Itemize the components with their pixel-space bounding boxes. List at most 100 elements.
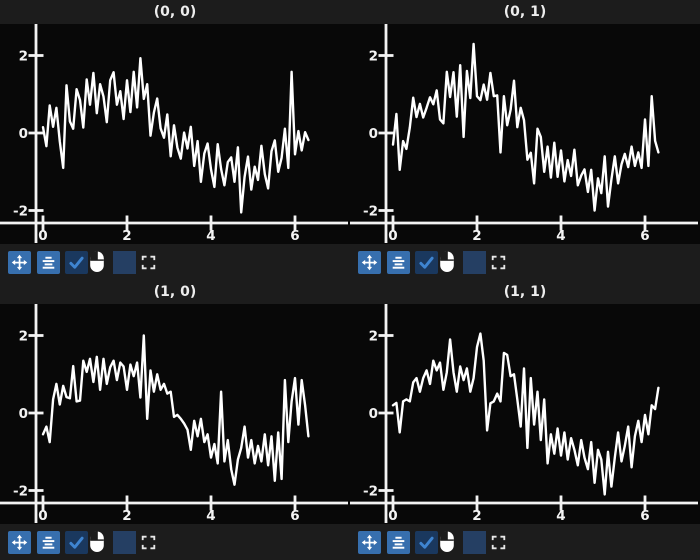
data-series-line: [41, 57, 310, 214]
line-plot[interactable]: 0 2 4 6 -2 0 2: [0, 304, 350, 524]
plot-toolbar: [0, 244, 350, 280]
checkmark-icon: [417, 253, 436, 272]
checkmark-icon: [67, 253, 86, 272]
subplot-title-bar: (1, 1): [350, 280, 700, 304]
mouse-icon: [88, 250, 106, 274]
checkbox-checked[interactable]: [65, 530, 88, 554]
checkmark-icon: [67, 533, 86, 552]
x-tick-label: 6: [640, 228, 649, 244]
y-tick-label: 0: [369, 126, 378, 142]
expand-button[interactable]: [140, 534, 157, 551]
move-arrows-icon: [11, 534, 28, 551]
y-tick-label: 2: [369, 328, 378, 344]
y-tick-label: 2: [19, 48, 28, 64]
x-tick-label: 0: [388, 508, 397, 524]
subplot-title-bar: (0, 0): [0, 0, 350, 24]
align-center-icon: [40, 254, 57, 271]
x-tick-label: 0: [388, 228, 397, 244]
plot-canvas[interactable]: 0 2 4 6 -2 0 2: [0, 304, 350, 524]
mouse-icon: [88, 530, 106, 554]
y-tick-label: 2: [369, 48, 378, 64]
y-tick-label: -2: [13, 483, 28, 499]
line-plot[interactable]: 0 2 4 6 -2 0 2: [0, 24, 350, 244]
subplot-cell-10: (1, 0) 0 2 4 6 -2 0 2: [0, 280, 350, 560]
mouse-icon: [438, 250, 456, 274]
x-tick-label: 4: [556, 508, 565, 524]
data-series-line: [391, 332, 660, 496]
subplot-title: (0, 0): [153, 4, 197, 20]
align-center-button[interactable]: [387, 250, 410, 274]
subplot-title-bar: (0, 1): [350, 0, 700, 24]
align-center-icon: [40, 534, 57, 551]
mouse-button[interactable]: [88, 250, 106, 274]
x-tick-label: 4: [206, 508, 215, 524]
y-tick-label: -2: [13, 203, 28, 219]
move-arrows-icon: [361, 534, 378, 551]
x-tick-label: 2: [122, 508, 131, 524]
line-plot[interactable]: 0 2 4 6 -2 0 2: [350, 24, 700, 244]
plot-canvas[interactable]: 0 2 4 6 -2 0 2: [350, 304, 700, 524]
expand-button[interactable]: [490, 254, 507, 271]
color-swatch-button[interactable]: [463, 250, 486, 274]
x-tick-label: 2: [472, 508, 481, 524]
align-center-icon: [390, 254, 407, 271]
expand-button[interactable]: [140, 254, 157, 271]
align-center-button[interactable]: [387, 530, 410, 554]
x-tick-label: 2: [472, 228, 481, 244]
plot-canvas[interactable]: 0 2 4 6 -2 0 2: [350, 24, 700, 244]
x-tick-label: 4: [556, 228, 565, 244]
line-plot[interactable]: 0 2 4 6 -2 0 2: [350, 304, 700, 524]
mouse-button[interactable]: [88, 530, 106, 554]
x-tick-label: 0: [38, 508, 47, 524]
subplot-title: (0, 1): [503, 4, 547, 20]
subplot-cell-11: (1, 1) 0 2 4 6 -2 0 2: [350, 280, 700, 560]
move-arrows-icon: [361, 254, 378, 271]
mouse-icon: [438, 530, 456, 554]
align-center-icon: [390, 534, 407, 551]
color-swatch-button[interactable]: [113, 530, 136, 554]
move-arrows-icon: [11, 254, 28, 271]
plot-toolbar: [350, 244, 700, 280]
plot-toolbar: [350, 524, 700, 560]
pan-button[interactable]: [8, 530, 31, 554]
pan-button[interactable]: [8, 250, 31, 274]
x-tick-label: 6: [290, 228, 299, 244]
y-tick-label: -2: [363, 483, 378, 499]
subplot-title: (1, 1): [503, 284, 547, 300]
checkbox-checked[interactable]: [415, 530, 438, 554]
align-center-button[interactable]: [37, 530, 60, 554]
x-tick-label: 4: [206, 228, 215, 244]
x-tick-label: 0: [38, 228, 47, 244]
plot-canvas[interactable]: 0 2 4 6 -2 0 2: [0, 24, 350, 244]
expand-corners-icon: [490, 254, 507, 271]
y-tick-label: 0: [19, 126, 28, 142]
y-tick-label: 0: [369, 406, 378, 422]
plot-toolbar: [0, 524, 350, 560]
color-swatch-button[interactable]: [113, 250, 136, 274]
align-center-button[interactable]: [37, 250, 60, 274]
pan-button[interactable]: [358, 530, 381, 554]
expand-button[interactable]: [490, 534, 507, 551]
x-tick-label: 6: [290, 508, 299, 524]
y-tick-label: 0: [19, 406, 28, 422]
checkbox-checked[interactable]: [65, 250, 88, 274]
expand-corners-icon: [140, 254, 157, 271]
x-tick-label: 6: [640, 508, 649, 524]
checkmark-icon: [417, 533, 436, 552]
data-series-line: [391, 42, 660, 212]
mouse-button[interactable]: [438, 250, 456, 274]
subplot-cell-01: (0, 1) 0 2 4 6 -2 0 2: [350, 0, 700, 280]
expand-corners-icon: [490, 534, 507, 551]
pan-button[interactable]: [358, 250, 381, 274]
mouse-button[interactable]: [438, 530, 456, 554]
checkbox-checked[interactable]: [415, 250, 438, 274]
subplot-cell-00: (0, 0) 0 2 4 6 -2 0 2: [0, 0, 350, 280]
color-swatch-button[interactable]: [463, 530, 486, 554]
subplot-title-bar: (1, 0): [0, 280, 350, 304]
data-series-line: [41, 334, 310, 486]
subplot-title: (1, 0): [153, 284, 197, 300]
y-tick-label: 2: [19, 328, 28, 344]
y-tick-label: -2: [363, 203, 378, 219]
expand-corners-icon: [140, 534, 157, 551]
